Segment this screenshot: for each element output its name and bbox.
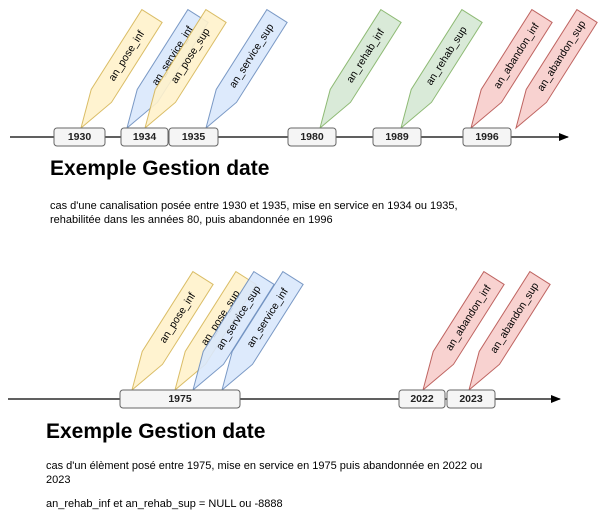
marker-shape [515, 8, 598, 130]
date-label: 1935 [182, 131, 206, 143]
date-box-1989: 1989 [372, 127, 422, 147]
date-box-1980: 1980 [287, 127, 337, 147]
marker-shape [192, 270, 275, 392]
marker-shape [470, 8, 553, 130]
date-box-rect [119, 389, 241, 409]
marker-shape [319, 8, 402, 130]
date-box-1935: 1935 [168, 127, 219, 147]
marker-shape [400, 8, 483, 130]
example-2-title: Exemple Gestion date [46, 420, 266, 443]
date-box-1930: 1930 [53, 127, 106, 147]
example-2-note: an_rehab_inf et an_rehab_sup = NULL ou -… [46, 498, 283, 510]
date-box-rect [120, 127, 169, 147]
example-1-title: Exemple Gestion date [50, 157, 270, 180]
date-box-rect [372, 127, 422, 147]
date-box-1996: 1996 [462, 127, 512, 147]
marker-shape [131, 270, 214, 392]
date-box-rect [53, 127, 106, 147]
marker-shape [468, 270, 551, 392]
marker-label: an_service_sup [227, 22, 277, 91]
date-box-rect [398, 389, 446, 409]
marker-shape [205, 8, 288, 130]
date-label: 1934 [133, 131, 157, 143]
date-box-rect [287, 127, 337, 147]
marker-an-rehab-sup: an_rehab_sup [400, 8, 483, 130]
date-box-1934: 1934 [120, 127, 169, 147]
marker-shape [144, 8, 227, 130]
example-1-description: cas d'une canalisation posée entre 1930 … [50, 200, 458, 226]
date-label: 2023 [459, 393, 483, 405]
timeline-2-date-boxes: 1975 2022 2023 [119, 389, 496, 409]
date-label: 1930 [68, 131, 92, 143]
timeline-1-date-boxes: 1930 1934 1935 1980 1989 1996 [53, 127, 512, 147]
date-label: 1980 [300, 131, 324, 143]
date-label: 2022 [410, 393, 434, 405]
date-box-1975: 1975 [119, 389, 241, 409]
marker-shape [80, 8, 163, 130]
date-label: 1975 [168, 393, 192, 405]
date-box-2022: 2022 [398, 389, 446, 409]
date-label: 1989 [385, 131, 409, 143]
marker-shape [221, 270, 304, 392]
date-box-2023: 2023 [446, 389, 496, 409]
timeline-2-markers: an_pose_inf an_pose_supan_service_supan_s… [131, 270, 551, 392]
date-box-rect [446, 389, 496, 409]
marker-an-rehab-inf: an_rehab_inf [319, 8, 402, 130]
date-box-rect [462, 127, 512, 147]
date-box-rect [168, 127, 219, 147]
marker-shape [422, 270, 505, 392]
example-2-description: cas d'un élèment posé entre 1975, mise e… [46, 460, 483, 486]
date-label: 1996 [475, 131, 499, 143]
